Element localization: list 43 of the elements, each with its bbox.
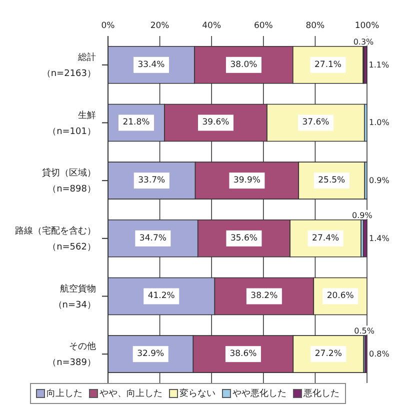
data-label: 20.6% <box>326 291 354 302</box>
data-label: 37.6% <box>302 118 330 128</box>
data-label: 1.4% <box>369 234 390 243</box>
data-label: 27.4% <box>312 233 340 244</box>
y-tick-label: 路線（宅配を含む）（n=562） <box>15 225 96 252</box>
y-tick-label: 貸切（区域）（n=898） <box>42 168 96 195</box>
data-label: 1.0% <box>369 118 390 128</box>
data-label: 21.8% <box>122 118 150 128</box>
data-label: 27.2% <box>314 349 342 360</box>
y-tick-label: 生鮮（n=101） <box>48 110 96 137</box>
data-label: 25.5% <box>318 176 346 186</box>
legend-label: やや悪化した <box>232 388 286 400</box>
data-label: 38.2% <box>250 291 278 302</box>
x-tick-label: 0% <box>101 21 115 31</box>
y-tick-label: その他（n=389） <box>48 341 96 368</box>
x-tick-label: 80% <box>306 21 325 31</box>
data-label: 41.2% <box>148 291 175 302</box>
data-label: 1.1% <box>368 60 390 70</box>
data-label: 27.1% <box>314 60 342 70</box>
data-label: 0.9% <box>369 176 390 186</box>
data-label: 34.7% <box>139 233 166 244</box>
y-tick-label: 航空貨物（n=34） <box>53 283 96 310</box>
data-label: 33.7% <box>138 176 166 186</box>
data-label: 39.6% <box>202 118 230 128</box>
legend-label: やや、向上した <box>98 388 162 400</box>
data-label: 0.3% <box>353 37 374 46</box>
x-tick-label: 100% <box>354 21 380 31</box>
data-label: 38.6% <box>230 349 257 360</box>
x-tick-label: 40% <box>202 21 222 31</box>
data-label: 32.9% <box>137 349 164 360</box>
legend-label: 変らない <box>178 388 216 400</box>
data-label: 35.6% <box>230 233 258 244</box>
data-label: 0.8% <box>369 350 390 359</box>
x-tick-label: 60% <box>254 21 273 31</box>
data-label: 0.5% <box>354 326 375 336</box>
data-label: 39.9% <box>233 176 260 186</box>
legend-label: 向上した <box>46 388 82 400</box>
data-label: 0.9% <box>352 210 373 220</box>
legend-label: 悪化した <box>302 388 340 400</box>
data-label: 38.0% <box>230 60 258 70</box>
data-label: 33.4% <box>138 60 165 70</box>
x-tick-label: 20% <box>150 21 170 31</box>
y-tick-label: 総計（n=2163） <box>42 52 96 79</box>
